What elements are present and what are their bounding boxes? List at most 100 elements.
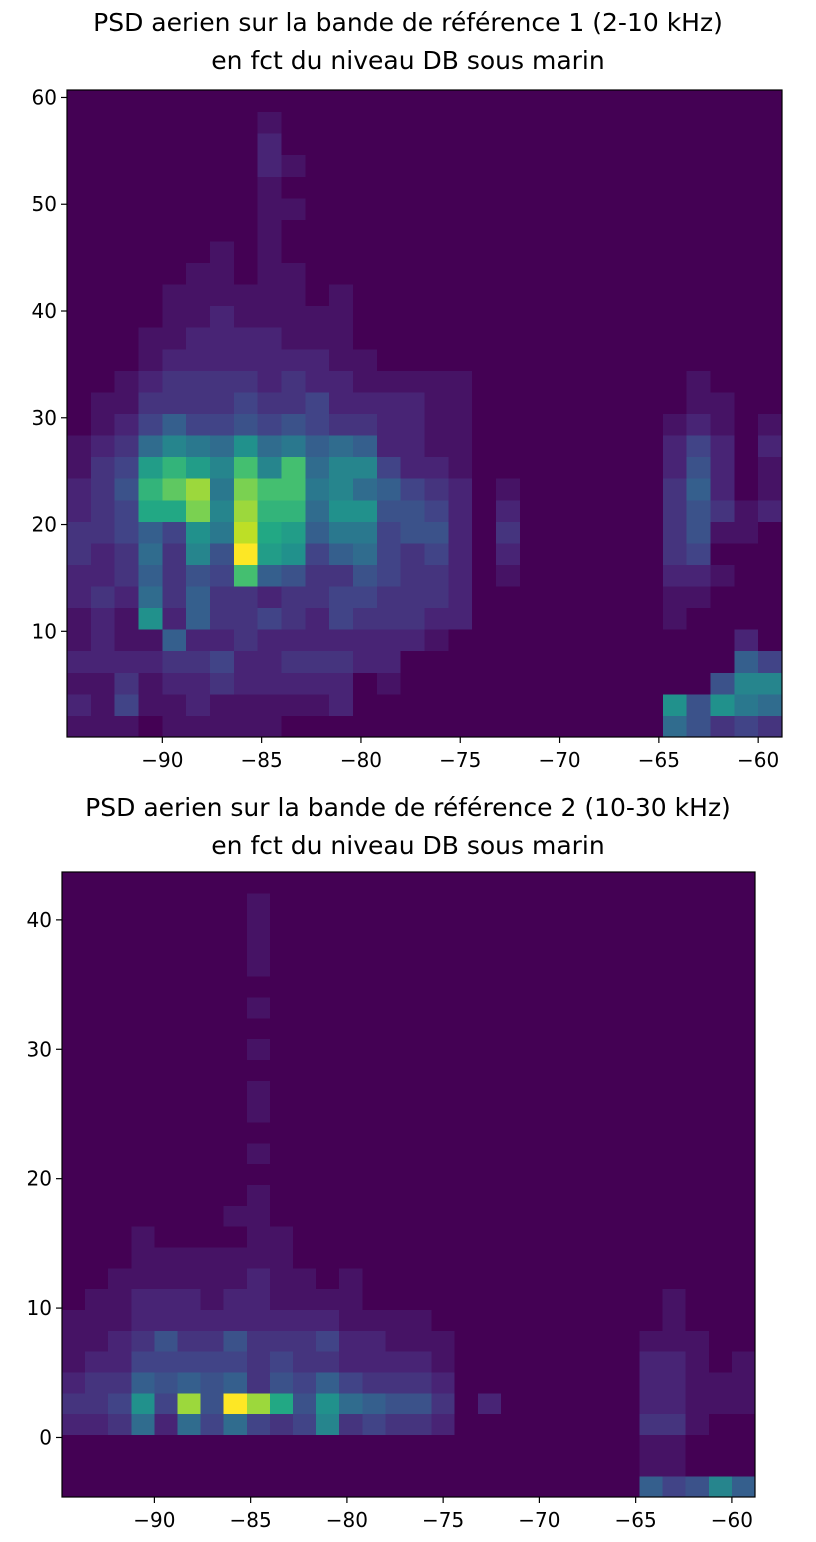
cell (519, 629, 545, 652)
cell (257, 176, 282, 199)
cell (67, 305, 92, 328)
cell (448, 305, 473, 328)
cell (708, 1413, 733, 1435)
cell (385, 1288, 409, 1310)
cell (246, 1142, 271, 1165)
cell (477, 934, 502, 956)
cell (246, 1163, 271, 1185)
cell (496, 629, 521, 652)
x-tick-label: −75 (422, 1508, 464, 1532)
cell (62, 1476, 86, 1498)
cell (257, 327, 282, 350)
cell (496, 542, 521, 565)
cell (448, 327, 473, 350)
cell (62, 1267, 86, 1290)
cell (329, 650, 354, 673)
cell (138, 521, 163, 544)
cell (662, 240, 688, 264)
cell (734, 607, 759, 630)
cell (472, 111, 497, 134)
cell (246, 1455, 271, 1477)
cell (570, 872, 594, 894)
cell (339, 1163, 363, 1185)
cell (67, 262, 92, 285)
cell (177, 1476, 202, 1498)
cell (519, 90, 545, 113)
cell (662, 305, 688, 328)
cell (472, 240, 497, 264)
cell (269, 892, 294, 915)
cell (353, 327, 378, 350)
cell (154, 1017, 178, 1040)
cell (500, 1413, 525, 1435)
cell (223, 1226, 248, 1248)
cell (547, 1288, 571, 1310)
cell (85, 997, 109, 1019)
cell (686, 693, 711, 716)
cell (615, 305, 640, 328)
cell (200, 1392, 225, 1415)
cell (177, 1351, 202, 1373)
cell (305, 564, 330, 587)
cell (593, 1059, 617, 1081)
cell (138, 413, 163, 436)
cell (233, 197, 259, 220)
cell (293, 1413, 317, 1435)
cell (90, 284, 116, 307)
cell (686, 456, 711, 479)
cell (362, 1267, 386, 1290)
cell (269, 1101, 294, 1123)
cell (710, 154, 735, 177)
cell (593, 913, 617, 935)
cell (138, 478, 163, 501)
cell (662, 607, 688, 630)
cell (400, 629, 425, 652)
cell (731, 934, 756, 956)
cell (639, 586, 664, 609)
cell (200, 955, 225, 977)
cell (114, 672, 139, 695)
cell (615, 176, 640, 199)
cell (316, 872, 340, 894)
cell (233, 456, 259, 479)
cell (710, 478, 735, 501)
cell (385, 997, 409, 1019)
cell (734, 262, 759, 285)
cell (639, 1309, 664, 1331)
cell (210, 672, 235, 695)
cell (305, 240, 330, 264)
cell (281, 176, 306, 199)
cell (108, 1351, 132, 1373)
cell (593, 1101, 617, 1123)
cell (67, 435, 92, 458)
cell (662, 499, 688, 522)
cell (376, 154, 402, 177)
cell (477, 872, 502, 894)
cell (339, 913, 363, 935)
cell (543, 499, 568, 522)
cell (424, 672, 449, 695)
cell (591, 154, 616, 177)
cell (639, 90, 664, 113)
cell (162, 284, 187, 307)
cell (90, 672, 116, 695)
cell (424, 456, 449, 479)
cell (448, 650, 473, 673)
cell (734, 197, 759, 220)
cell (496, 586, 521, 609)
cell (154, 1267, 178, 1290)
cell (662, 913, 687, 935)
cell (186, 133, 211, 156)
cell (316, 1247, 340, 1269)
cell (316, 1142, 340, 1165)
cell (85, 1226, 109, 1248)
cell (362, 1455, 386, 1477)
cell (162, 715, 187, 738)
cell (293, 1142, 317, 1165)
cell (519, 521, 545, 544)
cell (281, 284, 306, 307)
cell (758, 111, 783, 134)
cell (362, 1122, 386, 1144)
cell (639, 413, 664, 436)
cell (519, 176, 545, 199)
